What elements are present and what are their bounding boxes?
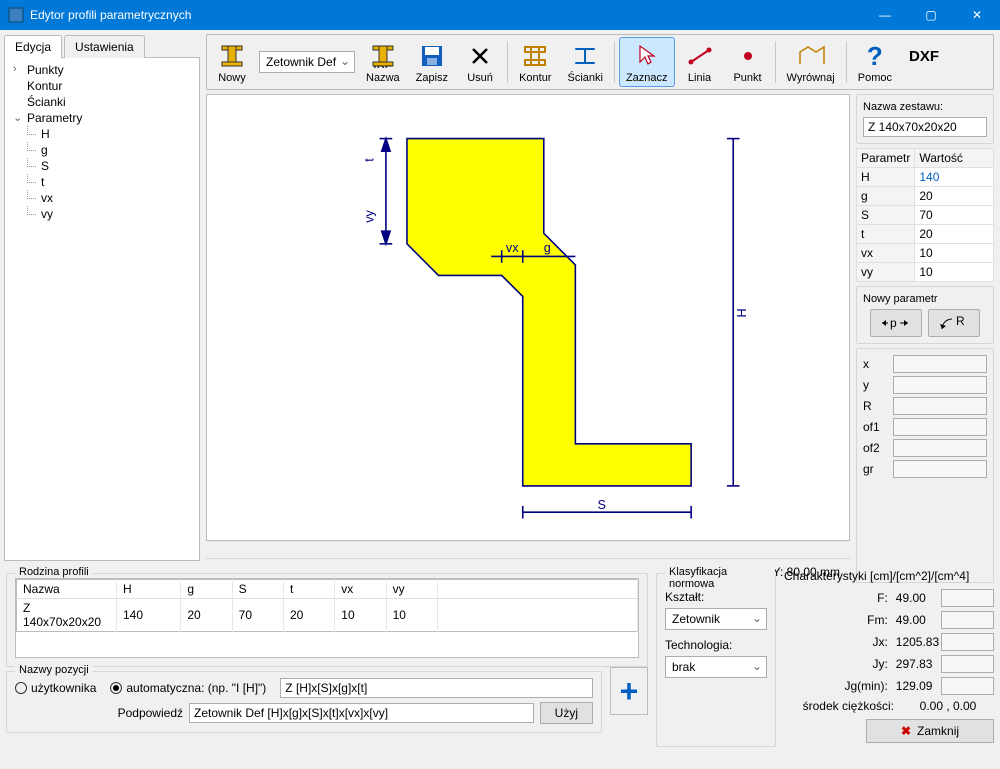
select-icon xyxy=(637,40,657,72)
charak-legend: Charakterystyki [cm]/[cm^2]/[cm^4] xyxy=(784,569,994,583)
podpowiedz-input[interactable] xyxy=(189,703,534,723)
tree-param-g[interactable]: g xyxy=(9,142,195,158)
coord-of2-input[interactable] xyxy=(893,439,987,457)
uzyj-button[interactable]: Użyj xyxy=(540,702,593,724)
tree-param-vx[interactable]: vx xyxy=(9,190,195,206)
dxf-icon: DXF xyxy=(909,40,939,72)
nazwa-zestawu-label: Nazwa zestawu: xyxy=(863,101,987,113)
tool-dxf[interactable]: DXF xyxy=(901,37,947,87)
nazwy-legend: Nazwy pozycji xyxy=(15,664,93,676)
tool-pomoc[interactable]: ? Pomoc xyxy=(851,37,899,87)
tree-scianki[interactable]: Ścianki xyxy=(9,94,195,110)
svg-text:H: H xyxy=(735,308,749,317)
tool-zapisz[interactable]: Zapisz xyxy=(409,37,455,87)
technologia-combo[interactable]: brak xyxy=(665,656,767,678)
canvas[interactable]: H S xyxy=(206,94,850,541)
ksztalt-combo[interactable]: Zetownik xyxy=(665,608,767,630)
norma-legend: Klasyfikacja normowa xyxy=(665,566,775,590)
maximize-button[interactable]: ▢ xyxy=(908,0,954,30)
rodzina-legend: Rodzina profili xyxy=(15,566,93,578)
radio-automatyczna[interactable]: automatyczna: (np. "I [H]") xyxy=(110,681,266,695)
workspace: Nowy Zetownik Def IPE Nazwa Zapisz Usuń … xyxy=(206,30,1000,565)
window-title: Edytor profili parametrycznych xyxy=(30,8,862,22)
delete-icon xyxy=(470,40,490,72)
family-table[interactable]: Nazwa Hg St vxvy Z 140x70x20x20140 2070 … xyxy=(15,578,639,658)
ibeam-yellow-icon xyxy=(218,40,246,72)
tree-punkty[interactable]: Punkty xyxy=(9,62,195,78)
tab-edycja[interactable]: Edycja xyxy=(4,35,62,58)
tree[interactable]: Punkty Kontur Ścianki Parametry H g S t … xyxy=(4,58,200,561)
kontur-icon xyxy=(522,40,548,72)
app-icon xyxy=(8,7,24,23)
add-button[interactable]: + xyxy=(610,667,648,715)
zamknij-button[interactable]: ✖Zamknij xyxy=(866,719,994,743)
horizontal-scrollbar[interactable] xyxy=(206,541,850,558)
char-Jx-input[interactable] xyxy=(941,633,994,651)
svg-text:IPE: IPE xyxy=(373,63,392,68)
toolbar: Nowy Zetownik Def IPE Nazwa Zapisz Usuń … xyxy=(206,34,994,90)
tree-parametry[interactable]: Parametry xyxy=(9,110,195,126)
svg-text:vx: vx xyxy=(506,241,519,255)
left-panel: Edycja Ustawienia Punkty Kontur Ścianki … xyxy=(0,30,206,565)
ipe-icon: IPE xyxy=(369,40,397,72)
z-profile-diagram: H S xyxy=(207,95,849,540)
char-Fm-input[interactable] xyxy=(941,611,994,629)
tool-wyrownaj[interactable]: Wyrównaj xyxy=(780,37,842,87)
tree-param-H[interactable]: H xyxy=(9,126,195,142)
tree-kontur[interactable]: Kontur xyxy=(9,78,195,94)
tool-usun[interactable]: Usuń xyxy=(457,37,503,87)
tool-nazwa[interactable]: IPE Nazwa xyxy=(359,37,407,87)
coord-R-input[interactable] xyxy=(893,397,987,415)
tool-scianki[interactable]: Ścianki xyxy=(560,37,609,87)
char-F-input[interactable] xyxy=(941,589,994,607)
auto-name-input[interactable] xyxy=(280,678,593,698)
profile-name-combo[interactable]: Zetownik Def xyxy=(259,51,355,73)
char-Jy-input[interactable] xyxy=(941,655,994,673)
nazwa-zestawu-input[interactable] xyxy=(863,117,987,137)
tool-nowy[interactable]: Nowy xyxy=(209,37,255,87)
coord-of1-input[interactable] xyxy=(893,418,987,436)
point-icon xyxy=(738,40,758,72)
scianki-icon xyxy=(572,40,598,72)
svg-text:S: S xyxy=(597,498,605,512)
tree-param-t[interactable]: t xyxy=(9,174,195,190)
line-icon xyxy=(687,40,713,72)
tool-punkt[interactable]: Punkt xyxy=(725,37,771,87)
help-icon: ? xyxy=(867,40,883,72)
tree-param-vy[interactable]: vy xyxy=(9,206,195,222)
char-Jgmin-input[interactable] xyxy=(941,677,994,695)
coord-gr-input[interactable] xyxy=(893,460,987,478)
tab-ustawienia[interactable]: Ustawienia xyxy=(64,35,145,58)
align-icon xyxy=(796,40,826,72)
tool-linia[interactable]: Linia xyxy=(677,37,723,87)
radio-uzytkownika[interactable]: użytkownika xyxy=(15,681,96,695)
close-button[interactable]: ✕ xyxy=(954,0,1000,30)
svg-text:vy: vy xyxy=(362,209,376,222)
save-icon xyxy=(420,40,444,72)
coord-x-input[interactable] xyxy=(893,355,987,373)
tabs: Edycja Ustawienia xyxy=(4,34,200,58)
nowy-parametr-label: Nowy parametr xyxy=(863,293,987,305)
minimize-button[interactable]: — xyxy=(862,0,908,30)
right-panel: Nazwa zestawu: ParametrWartość H140 g20 … xyxy=(856,94,994,583)
coord-y-input[interactable] xyxy=(893,376,987,394)
tool-kontur[interactable]: Kontur xyxy=(512,37,558,87)
svg-text:p: p xyxy=(890,316,897,330)
svg-text:R: R xyxy=(956,315,965,328)
tool-zaznacz[interactable]: Zaznacz xyxy=(619,37,675,87)
svg-text:t: t xyxy=(362,158,376,162)
titlebar: Edytor profili parametrycznych — ▢ ✕ xyxy=(0,0,1000,30)
param-r-button[interactable]: R xyxy=(928,309,980,337)
parametr-table[interactable]: ParametrWartość H140 g20 S70 t20 vx10 vy… xyxy=(856,148,994,282)
param-p-button[interactable]: p xyxy=(870,309,922,337)
svg-text:g: g xyxy=(544,241,551,255)
tree-param-S[interactable]: S xyxy=(9,158,195,174)
